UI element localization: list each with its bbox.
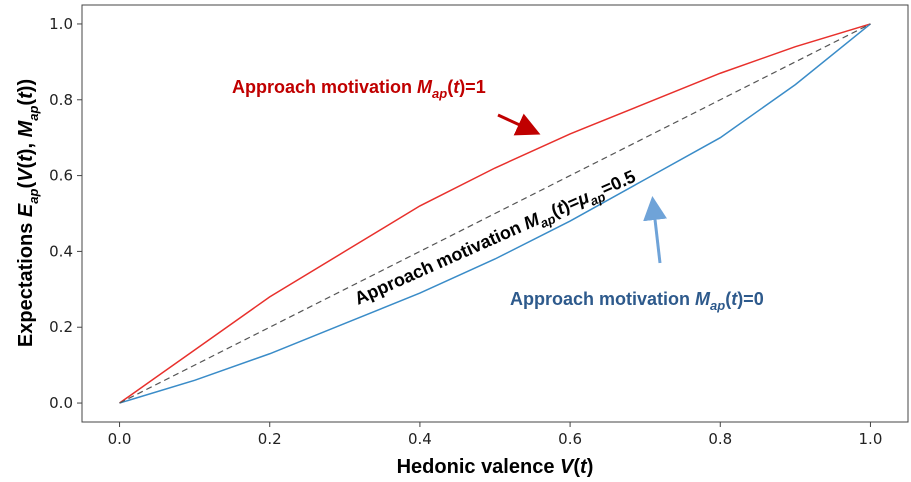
annotation: Approach motivation Map(t)=0 (510, 289, 764, 313)
y-tick-label: 0.8 (49, 91, 73, 109)
annotation-part: ( (447, 77, 453, 97)
x-tick-label: 0.4 (408, 430, 432, 448)
annotation-part: t (731, 289, 738, 309)
label-part: t (15, 154, 37, 162)
plot-frame (81, 4, 909, 423)
y-axis-label: Expectations Eap(V(t), Map(t)) (15, 79, 41, 347)
x-tick-label: 1.0 (859, 430, 883, 448)
label-part: ) (587, 456, 594, 478)
label-part: Hedonic valence (397, 456, 560, 478)
y-tick-label: 0.4 (49, 242, 73, 260)
annotation-part: M (695, 289, 711, 309)
label-part: M (15, 119, 37, 137)
label-part: E (15, 203, 37, 217)
label-part: V (15, 167, 37, 182)
y-tick-label: 0.6 (49, 167, 73, 185)
annotation-part: )=0 (737, 289, 764, 309)
annotation-part: Approach motivation (232, 77, 417, 97)
annotation-part: Approach motivation (510, 289, 695, 309)
label-part: ), (15, 137, 37, 155)
annotation-part: )=1 (459, 77, 486, 97)
arrow (643, 196, 667, 264)
label-part: ( (573, 456, 580, 478)
annotation-part: t (453, 77, 460, 97)
arrow (497, 113, 541, 136)
label-part: Expectations (15, 217, 37, 347)
y-tick-label: 1.0 (49, 15, 73, 33)
series-line (119, 23, 871, 404)
annotation: Approach motivation Map(t)=1 (232, 77, 486, 101)
series-line (119, 23, 871, 404)
y-tick-label: 0.0 (49, 394, 73, 412)
label-part: ( (15, 162, 37, 169)
label-part: ( (15, 99, 37, 106)
y-tick-label: 0.2 (49, 318, 73, 336)
annotation-part: Approach motivation (351, 215, 528, 309)
x-tick-label: 0.2 (258, 430, 282, 448)
annotation-part: ( (725, 289, 731, 309)
annotation-part: ap (538, 211, 558, 231)
x-axis-label: Hedonic valence V(t) (397, 456, 594, 478)
label-part: ap (26, 188, 41, 203)
label-part: ( (15, 182, 37, 189)
label-part: t (15, 91, 37, 99)
label-part: t (580, 456, 588, 478)
label-part: V (560, 456, 575, 478)
label-part: )) (15, 79, 37, 92)
x-tick-label: 0.6 (558, 430, 582, 448)
x-tick-label: 0.0 (108, 430, 132, 448)
annotation-part: ap (710, 298, 725, 313)
annotation-part: )= (559, 191, 582, 216)
annotation-part: ap (588, 189, 608, 209)
annotation-part: M (417, 77, 433, 97)
label-part: ap (26, 106, 41, 121)
series-line (119, 23, 871, 404)
x-tick-label: 0.8 (708, 430, 732, 448)
annotation-part: ap (432, 86, 447, 101)
